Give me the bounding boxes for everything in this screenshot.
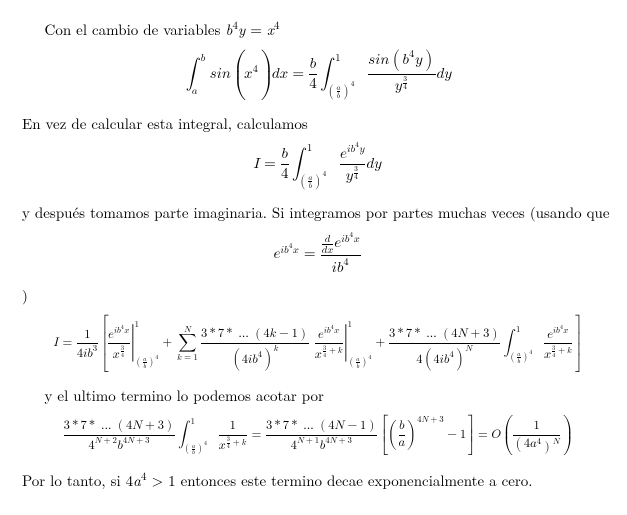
paragraph-4: ) <box>22 286 613 306</box>
equation-3: eib4x = ddxeib4x ib4 <box>22 232 613 272</box>
text-1: Con el cambio de variables b4y = x4 <box>45 19 280 40</box>
equation-4: I= 14ib3 [ eib4xx34|(ab)41 + ∑k=1N 3*7*…… <box>22 314 613 372</box>
equation-1: ∫ab sin(x4)dx = b4 ∫(ab)41 sin(b4y)y34 d… <box>22 48 613 99</box>
equation-2: I= b4 ∫(ab)41 eib4yy34 dy <box>22 142 613 190</box>
paragraph-3: y después tomamos parte imaginaria. Si i… <box>22 203 613 223</box>
equation-5: 3*7*…(4N+3)4N+2b4N+3 ∫(ab)41 1x34+k = 3*… <box>22 414 613 455</box>
paragraph-5: y el ultimo termino lo podemos acotar po… <box>22 386 613 406</box>
text-6: Por lo tanto, si 4a4 > 1 entonces este t… <box>22 470 532 491</box>
paragraph-2: En vez de calcular esta integral, calcul… <box>22 114 613 134</box>
paragraph-1: Con el cambio de variables b4y = x4 <box>22 18 613 40</box>
paragraph-6: Por lo tanto, si 4a4 > 1 entonces este t… <box>22 469 613 491</box>
